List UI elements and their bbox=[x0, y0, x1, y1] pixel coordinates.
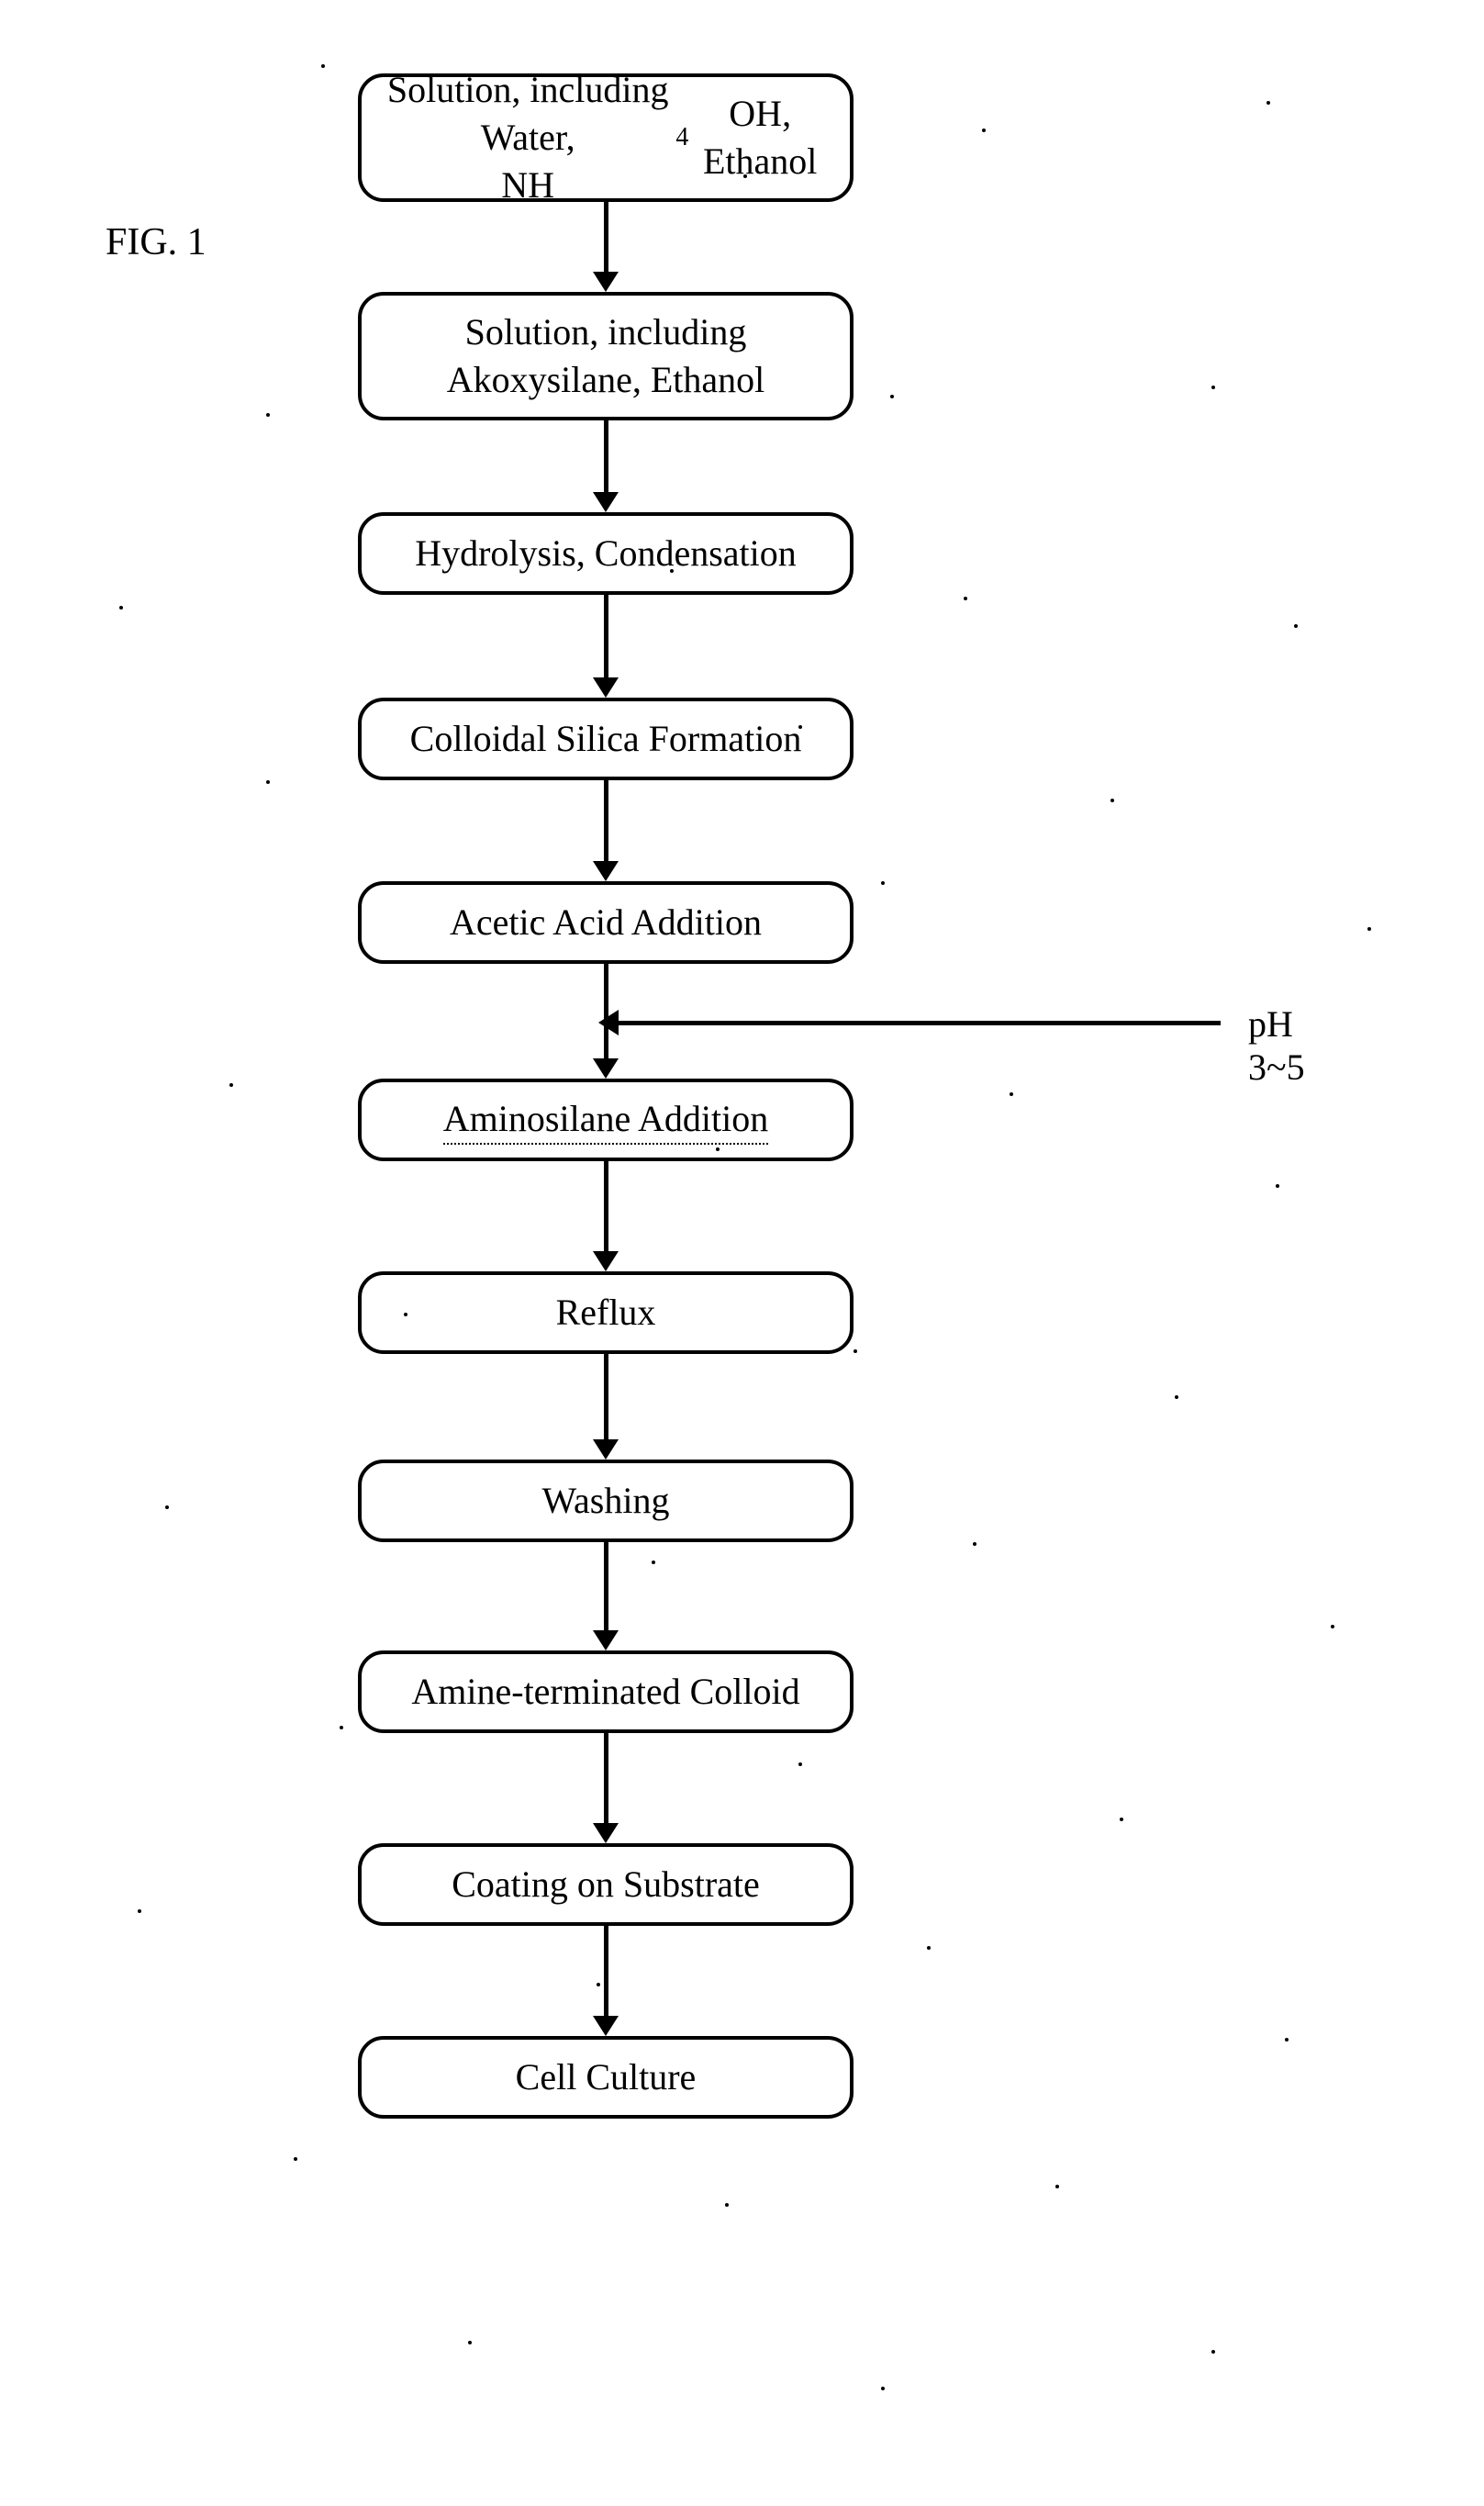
side-input-arrow-head bbox=[598, 1010, 619, 1035]
flowchart-box-box3: Hydrolysis, Condensation bbox=[358, 512, 854, 595]
noise-dot bbox=[1211, 2350, 1215, 2354]
noise-dot bbox=[404, 1313, 407, 1316]
arrow-head-8 bbox=[593, 1823, 619, 1843]
arrow-head-3 bbox=[593, 861, 619, 881]
noise-dot bbox=[798, 725, 802, 729]
noise-dot bbox=[890, 395, 894, 398]
noise-dot bbox=[964, 597, 967, 600]
noise-dot bbox=[266, 780, 270, 784]
noise-dot bbox=[670, 569, 674, 573]
noise-dot bbox=[1367, 927, 1371, 931]
noise-dot bbox=[854, 1349, 857, 1353]
noise-dot bbox=[743, 174, 747, 178]
side-input-line bbox=[617, 1021, 1221, 1025]
arrow-line-5 bbox=[604, 1161, 608, 1251]
noise-dot bbox=[982, 129, 986, 132]
flowchart-box-box9: Amine-terminated Colloid bbox=[358, 1650, 854, 1733]
noise-dot bbox=[1175, 1395, 1178, 1399]
flowchart-box-box11: Cell Culture bbox=[358, 2036, 854, 2119]
noise-dot bbox=[468, 2341, 472, 2344]
noise-dot bbox=[973, 1542, 976, 1546]
arrow-head-5 bbox=[593, 1251, 619, 1271]
noise-dot bbox=[119, 606, 123, 610]
arrow-line-2 bbox=[604, 595, 608, 677]
noise-dot bbox=[1010, 1092, 1013, 1096]
flowchart-box-box10: Coating on Substrate bbox=[358, 1843, 854, 1926]
noise-dot bbox=[532, 918, 536, 922]
arrow-head-7 bbox=[593, 1630, 619, 1650]
flowchart-box-box8: Washing bbox=[358, 1460, 854, 1542]
noise-dot bbox=[1055, 2185, 1059, 2188]
noise-dot bbox=[1285, 2038, 1289, 2042]
noise-dot bbox=[881, 881, 885, 885]
flowchart-box-box5: Acetic Acid Addition bbox=[358, 881, 854, 964]
flowchart-box-box6: Aminosilane Addition bbox=[358, 1079, 854, 1161]
noise-dot bbox=[229, 1083, 233, 1087]
noise-dot bbox=[165, 1505, 169, 1509]
flowchart-box-box4: Colloidal Silica Formation bbox=[358, 698, 854, 780]
noise-dot bbox=[266, 413, 270, 417]
arrow-line-7 bbox=[604, 1542, 608, 1630]
flowchart-box-box7: Reflux bbox=[358, 1271, 854, 1354]
noise-dot bbox=[321, 64, 325, 68]
arrow-line-8 bbox=[604, 1733, 608, 1823]
arrow-head-9 bbox=[593, 2016, 619, 2036]
noise-dot bbox=[1266, 101, 1270, 105]
noise-dot bbox=[1276, 1184, 1279, 1188]
noise-dot bbox=[652, 1561, 655, 1564]
noise-dot bbox=[798, 1762, 802, 1766]
arrow-line-3 bbox=[604, 780, 608, 861]
arrow-head-4 bbox=[593, 1058, 619, 1079]
figure-label: FIG. 1 bbox=[106, 220, 206, 264]
noise-dot bbox=[716, 1147, 720, 1151]
arrow-line-0 bbox=[604, 202, 608, 272]
noise-dot bbox=[294, 2157, 297, 2161]
noise-dot bbox=[1294, 624, 1298, 628]
arrow-line-1 bbox=[604, 420, 608, 492]
arrow-head-2 bbox=[593, 677, 619, 698]
noise-dot bbox=[597, 1983, 600, 1986]
arrow-head-6 bbox=[593, 1439, 619, 1460]
noise-dot bbox=[340, 1726, 343, 1729]
noise-dot bbox=[138, 1909, 141, 1913]
noise-dot bbox=[881, 2387, 885, 2390]
arrow-head-0 bbox=[593, 272, 619, 292]
flowchart-box-box1: Solution, including Water,NH4OH, Ethanol bbox=[358, 73, 854, 202]
noise-dot bbox=[1120, 1818, 1123, 1821]
arrow-head-1 bbox=[593, 492, 619, 512]
noise-dot bbox=[1110, 799, 1114, 802]
noise-dot bbox=[1331, 1625, 1334, 1628]
side-input-label: pH 3~5 bbox=[1248, 1002, 1305, 1089]
noise-dot bbox=[927, 1946, 931, 1950]
noise-dot bbox=[725, 2203, 729, 2207]
flowchart-box-box2: Solution, includingAkoxysilane, Ethanol bbox=[358, 292, 854, 420]
arrow-line-9 bbox=[604, 1926, 608, 2016]
arrow-line-6 bbox=[604, 1354, 608, 1439]
noise-dot bbox=[1211, 386, 1215, 389]
